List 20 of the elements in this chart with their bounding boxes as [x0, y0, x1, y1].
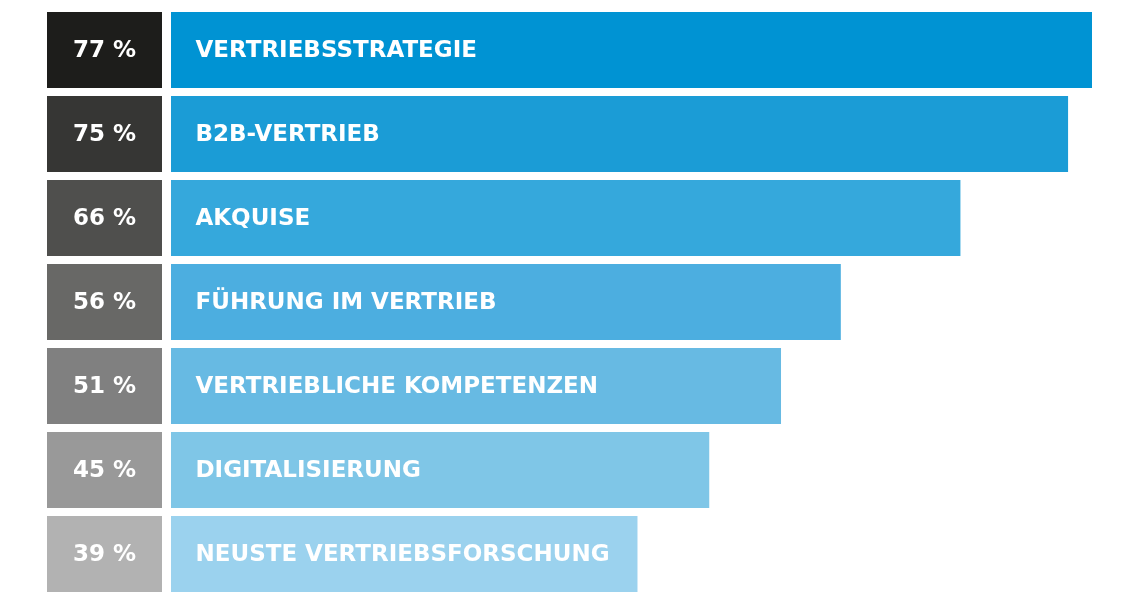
bar [171, 12, 1092, 88]
data-label: 39 % [72, 540, 137, 566]
data-label: 45 % [72, 456, 137, 482]
data-label: 75 % [72, 120, 137, 146]
y-tick-label: FÜHRUNG IM VERTRIEB [195, 287, 497, 314]
data-label: 51 % [72, 372, 137, 398]
y-tick-label: DIGITALISIERUNG [195, 456, 421, 482]
data-label: 66 % [72, 204, 137, 230]
bar [171, 432, 710, 508]
y-tick-label: NEUSTE VERTRIEBSFORSCHUNG [195, 540, 610, 566]
data-label: 56 % [72, 288, 137, 314]
data-label: 77 % [72, 36, 137, 62]
y-tick-label: VERTRIEBLICHE KOMPETENZEN [195, 372, 599, 398]
bar [171, 264, 841, 340]
y-tick-label: B2B-VERTRIEB [195, 120, 380, 146]
y-tick-label: VERTRIEBSSTRATEGIE [195, 36, 477, 62]
bar [171, 348, 782, 424]
bar [171, 180, 961, 256]
y-tick-label: AKQUISE [195, 204, 311, 230]
bar [171, 96, 1069, 172]
